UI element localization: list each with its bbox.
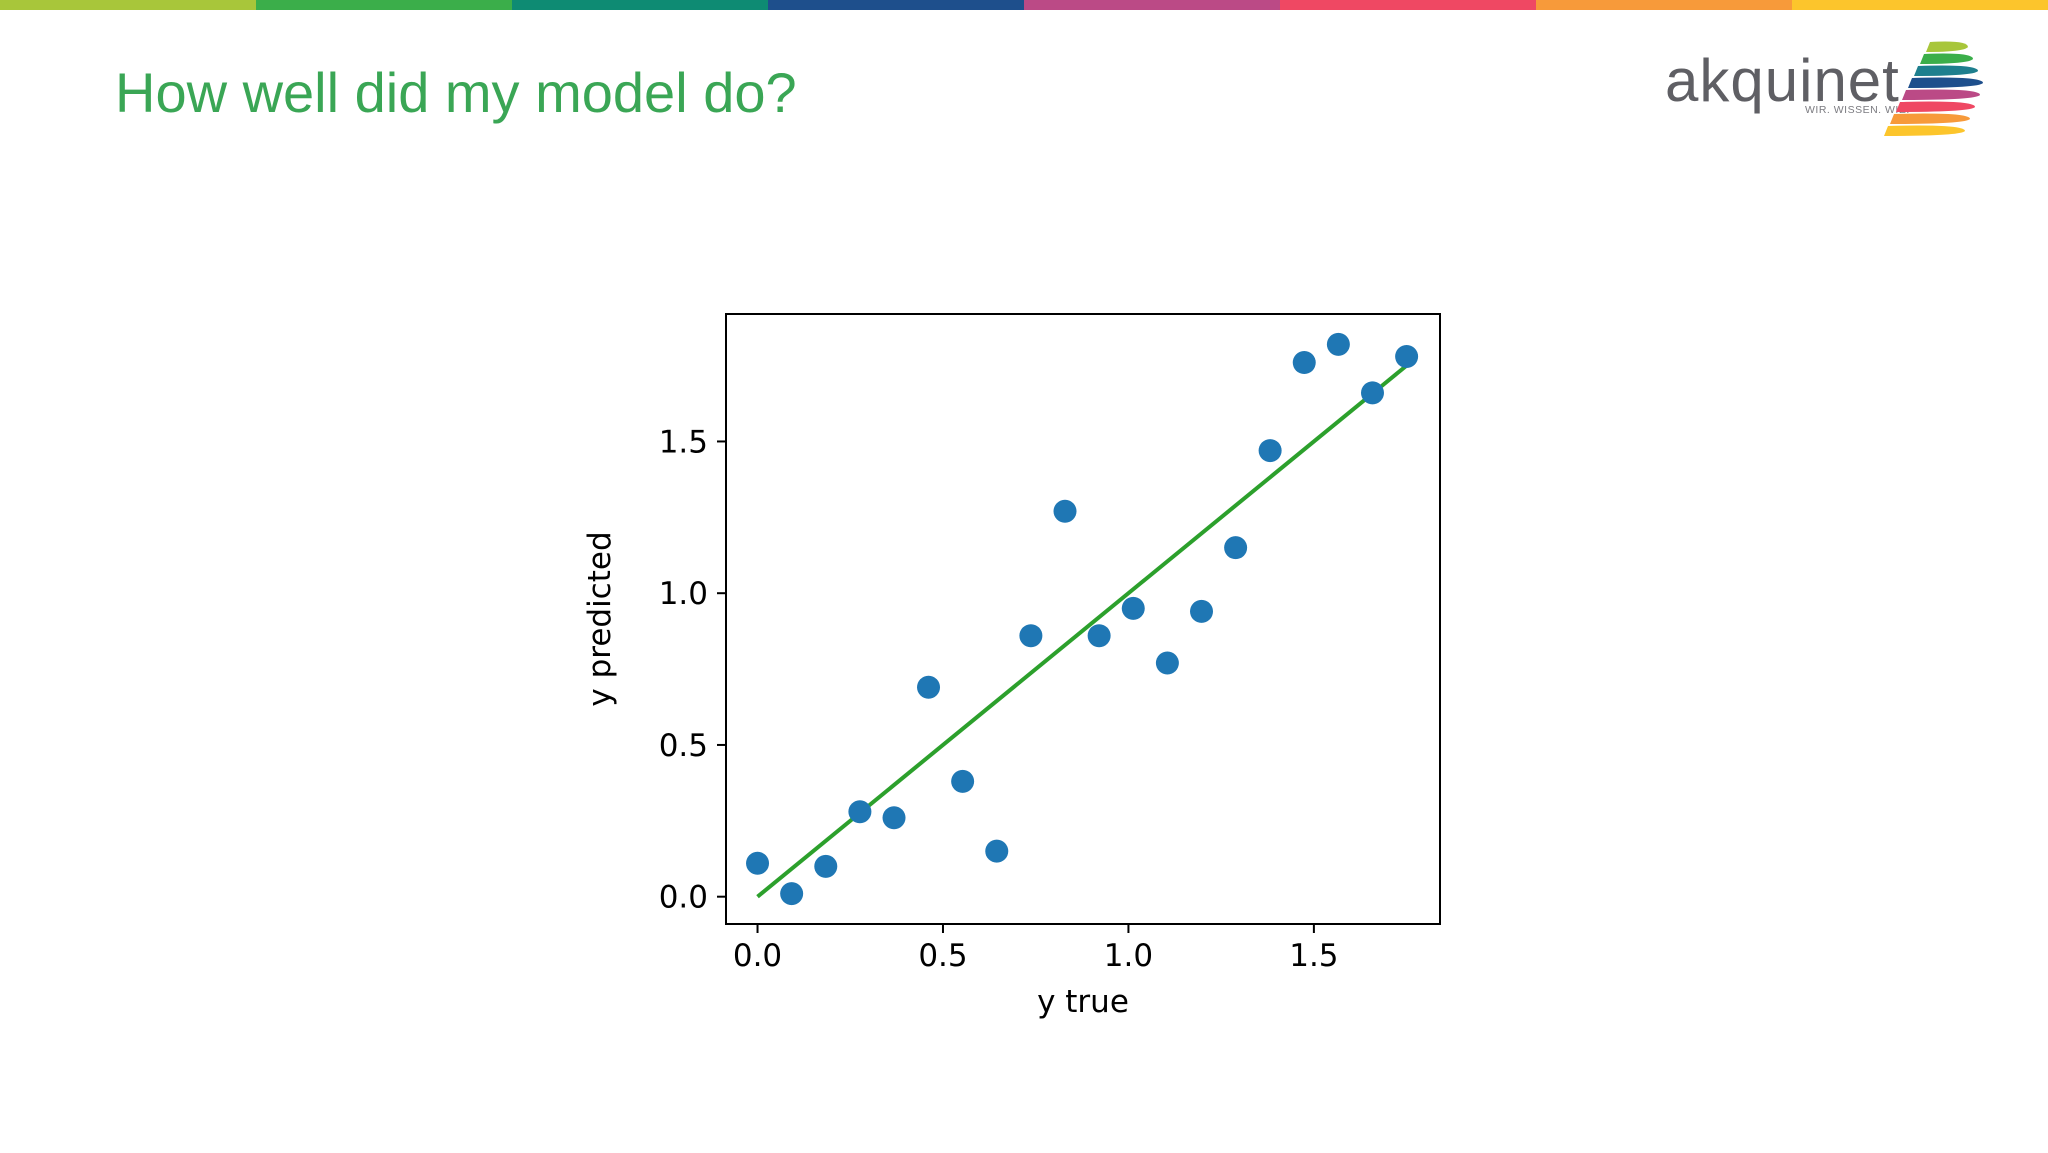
scatter-point <box>1190 599 1214 623</box>
x-tick-label: 1.5 <box>1289 938 1338 974</box>
top-bar-segment <box>256 0 512 10</box>
scatter-point <box>917 675 941 699</box>
scatter-chart: 0.0 0.5 1.0 1.5 0.0 0.5 1.0 1.5 y true y predi… <box>560 280 1480 1060</box>
y-tick-label: 0.5 <box>659 728 708 764</box>
top-bar-segment <box>0 0 256 10</box>
logo-tagline: WIR. WISSEN. WIE. <box>1805 104 1910 116</box>
logo-swoosh-icon <box>1884 41 1983 136</box>
x-axis-label: y true <box>1037 984 1129 1020</box>
top-bar-segment <box>768 0 1024 10</box>
scatter-point <box>1121 596 1145 620</box>
top-bar-segment <box>1280 0 1536 10</box>
slide-title: How well did my model do? <box>115 61 797 124</box>
logo-stripe <box>1890 113 1970 124</box>
top-bar-segment <box>1024 0 1280 10</box>
y-tick-label: 1.0 <box>659 576 708 612</box>
logo-stripe <box>1908 77 1983 88</box>
x-tick-label: 0.5 <box>918 938 967 974</box>
logo-wordmark: akquinet <box>1665 47 1900 114</box>
scatter-point <box>780 882 804 906</box>
y-tick-label: 0.0 <box>659 880 708 916</box>
logo-stripe <box>1896 101 1975 112</box>
logo-stripe <box>1914 65 1978 76</box>
scatter-point <box>848 800 872 824</box>
logo-stripe <box>1884 125 1965 136</box>
scatter-point <box>985 839 1009 863</box>
scatter-point <box>1224 536 1248 560</box>
top-color-bar <box>0 0 2048 10</box>
scatter-point <box>1292 351 1316 375</box>
top-bar-segment <box>1536 0 1792 10</box>
scatter-point <box>1155 651 1179 675</box>
akquinet-logo: akquinet WIR. WISSEN. WIE. <box>1660 36 2000 146</box>
plot-frame <box>725 313 1441 925</box>
x-tick-label: 1.0 <box>1104 938 1153 974</box>
logo-stripe <box>1926 41 1968 52</box>
x-axis-ticks: 0.0 0.5 1.0 1.5 <box>733 924 1339 974</box>
scatter-point <box>1087 624 1111 648</box>
scatter-point <box>1053 499 1077 523</box>
top-bar-segment <box>512 0 768 10</box>
scatter-point <box>882 806 906 830</box>
scatter-point <box>1395 344 1419 368</box>
scatter-point <box>1019 624 1043 648</box>
y-axis-label: y predicted <box>582 531 618 706</box>
scatter-points-series <box>746 332 1419 906</box>
y-axis-ticks: 0.0 0.5 1.0 1.5 <box>659 424 726 916</box>
scatter-point <box>951 769 975 793</box>
chart-svg: 0.0 0.5 1.0 1.5 0.0 0.5 1.0 1.5 y true y predi… <box>582 313 1441 1020</box>
scatter-point <box>814 854 838 878</box>
y-tick-label: 1.5 <box>659 424 708 460</box>
scatter-point <box>1360 381 1384 405</box>
x-tick-label: 0.0 <box>733 938 782 974</box>
logo-stripe <box>1902 89 1980 100</box>
scatter-point <box>1258 439 1282 463</box>
logo-stripe <box>1920 53 1973 64</box>
top-bar-segment <box>1792 0 2048 10</box>
scatter-point <box>746 851 770 875</box>
scatter-point <box>1326 332 1350 356</box>
